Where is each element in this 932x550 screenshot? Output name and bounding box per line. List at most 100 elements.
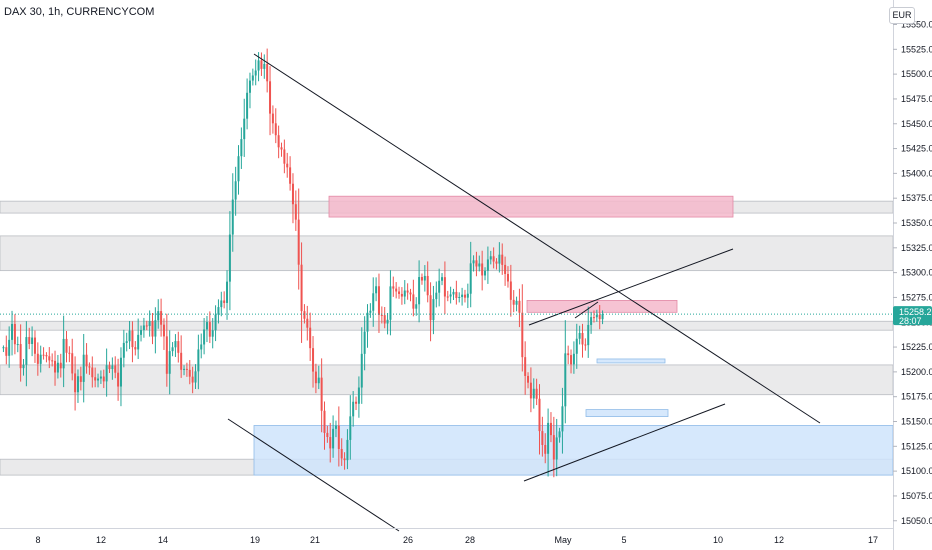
candle-body (39, 354, 42, 364)
candle-body (36, 353, 39, 364)
candle-body (409, 292, 412, 295)
candle-body (25, 337, 28, 365)
candle-body (263, 63, 266, 69)
candle-body (231, 199, 234, 235)
candle-body (108, 365, 111, 370)
y-tick-label: 15225.0 (901, 342, 932, 352)
candle-body (438, 280, 441, 293)
candle-body (529, 382, 532, 399)
candle-body (289, 167, 292, 184)
candle-body (300, 264, 303, 312)
candle-body (51, 360, 54, 362)
y-tick-label: 15550.0 (901, 20, 932, 30)
candle-body (111, 365, 114, 370)
candle-body (88, 366, 91, 368)
candle-body (337, 425, 340, 449)
zone-gray (0, 364, 894, 396)
candle-body (125, 341, 128, 343)
candle-body (45, 355, 48, 357)
candle-body (274, 123, 277, 136)
candle-body (512, 299, 515, 305)
candle-body (162, 324, 165, 337)
zone-gray (0, 235, 894, 272)
candle-body (406, 290, 409, 293)
candle-body (375, 286, 378, 294)
candle-body (472, 260, 475, 264)
time-axis: 8 12 14 19 21 26 28 May 5 10 12 17 (0, 528, 893, 545)
price-tag: 15258.228:07 (0, 306, 932, 326)
x-tick-label: 8 (35, 535, 40, 545)
candle-body (340, 448, 343, 459)
candle-body (400, 293, 403, 297)
candle-body (386, 319, 389, 324)
candle-body (217, 307, 220, 315)
x-tick-label: 12 (96, 535, 106, 545)
y-tick-label: 15050.0 (901, 516, 932, 526)
candle-body (194, 371, 197, 383)
candle-body (572, 353, 575, 365)
candle-body (395, 288, 398, 292)
x-tick-label: 21 (310, 535, 320, 545)
candle-body (137, 334, 140, 350)
candle-body (240, 139, 243, 157)
y-tick-label: 15275.0 (901, 292, 932, 302)
candle-body (22, 364, 25, 369)
candle-body (584, 344, 587, 346)
candle-body (564, 353, 567, 407)
candle-body (484, 270, 487, 276)
candle-body (561, 406, 564, 432)
candle-body (119, 357, 122, 387)
candle-body (68, 352, 71, 354)
candle-body (357, 387, 360, 404)
candle-body (157, 311, 160, 321)
candle-body (595, 314, 598, 318)
candle-body (489, 256, 492, 260)
candle-body (243, 118, 246, 140)
price-axis: 15550.0 15525.0 15500.0 15475.0 15450.0 15425… (893, 0, 932, 550)
candle-body (140, 330, 143, 335)
candle-body (541, 431, 544, 445)
candle-body (131, 330, 134, 348)
candle-body (549, 422, 552, 436)
candle-body (56, 362, 59, 373)
currency-badge[interactable]: EUR (889, 7, 915, 24)
candle-body (185, 368, 188, 370)
candle-body (538, 398, 541, 432)
candle-body (151, 321, 154, 337)
candle-body (535, 388, 538, 399)
zone-blue (585, 409, 669, 417)
candle-body (303, 311, 306, 319)
y-tick-label: 15400.0 (901, 168, 932, 178)
trendline (253, 53, 821, 424)
candle-body (8, 339, 11, 356)
candle-body (452, 291, 455, 295)
trendline (528, 248, 734, 326)
candle-body (203, 329, 206, 345)
candle-body (65, 338, 68, 353)
candle-body (486, 259, 489, 271)
candle-body (134, 347, 137, 350)
candle-body (254, 70, 257, 76)
candle-body (383, 315, 386, 324)
candle-body (220, 300, 223, 308)
trendline (523, 403, 726, 482)
candle-body (518, 300, 521, 313)
candles-layer (2, 48, 604, 478)
candle-body (343, 458, 346, 461)
candle-body (59, 362, 62, 369)
candle-body (555, 437, 558, 460)
candle-body (455, 291, 458, 298)
candle-body (48, 356, 51, 361)
candle-body (392, 286, 395, 289)
candle-body (297, 219, 300, 265)
y-tick-label: 15175.0 (901, 392, 932, 402)
candle-body (128, 330, 131, 342)
candle-body (372, 293, 375, 311)
chart-title: DAX 30, 1h, CURRENCYCOM (4, 6, 155, 18)
candle-body (31, 337, 34, 344)
candle-body (257, 60, 260, 71)
candle-body (466, 293, 469, 298)
candle-body (205, 322, 208, 330)
y-tick-label: 15100.0 (901, 466, 932, 476)
